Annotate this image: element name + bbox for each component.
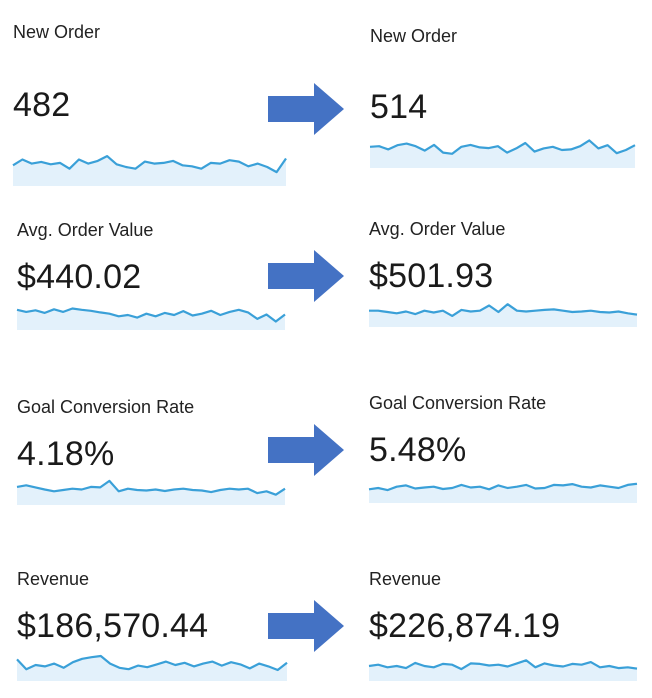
sparkline-chart: [369, 139, 636, 168]
card-avg-order-value-before: Avg. Order Value $440.02: [16, 220, 292, 340]
metric-value: $440.02: [17, 258, 142, 296]
metric-value: $226,874.19: [369, 607, 561, 645]
card-avg-order-value-after: Avg. Order Value $501.93: [369, 219, 638, 339]
sparkline-area: [369, 660, 637, 681]
sparkline-line: [369, 303, 638, 317]
sparkline-chart: [368, 659, 638, 681]
card-goal-conversion-rate-after: Goal Conversion Rate 5.48%: [368, 393, 638, 513]
sparkline-area: [17, 480, 285, 505]
metric-value: 482: [13, 86, 71, 124]
sparkline-line: [16, 307, 286, 323]
metric-value: $501.93: [369, 257, 494, 295]
sparkline-chart: [368, 482, 638, 503]
card-revenue-after: Revenue $226,874.19: [368, 569, 638, 689]
sparkline-line: [369, 139, 636, 155]
sparkline-area: [13, 156, 286, 186]
sparkline-line: [16, 654, 288, 672]
sparkline-chart: [12, 155, 287, 186]
sparkline-line: [368, 482, 638, 492]
arrow-right-icon: [268, 600, 344, 652]
sparkline-area: [17, 308, 285, 330]
metric-label: Avg. Order Value: [369, 219, 506, 239]
sparkline-chart: [16, 654, 288, 681]
sparkline-line: [368, 659, 638, 671]
metric-label: Goal Conversion Rate: [17, 397, 195, 417]
metric-value: 514: [370, 88, 428, 126]
metric-value: $186,570.44: [17, 607, 209, 645]
metric-label: Goal Conversion Rate: [369, 393, 547, 413]
arrow-right-icon: [268, 83, 344, 135]
sparkline-line: [16, 479, 286, 496]
sparkline-area: [17, 656, 287, 681]
sparkline-chart: [369, 303, 638, 327]
metric-value: 5.48%: [369, 431, 467, 469]
metric-label: Revenue: [17, 569, 90, 589]
metric-label: Revenue: [369, 569, 442, 589]
card-new-order-after: New Order 514: [369, 26, 638, 171]
metric-label: Avg. Order Value: [17, 220, 154, 240]
sparkline-area: [369, 483, 637, 503]
card-goal-conversion-rate-before: Goal Conversion Rate 4.18%: [16, 397, 292, 517]
arrow-right-icon: [268, 424, 344, 476]
metric-value: 4.18%: [17, 435, 115, 473]
sparkline-line: [12, 155, 287, 174]
card-revenue-before: Revenue $186,570.44: [16, 569, 292, 689]
metric-label: New Order: [370, 26, 458, 46]
metric-label: New Order: [13, 22, 101, 42]
arrow-right-icon: [268, 250, 344, 302]
sparkline-chart: [16, 307, 286, 330]
sparkline-area: [369, 304, 637, 327]
card-new-order-before: New Order 482: [12, 22, 288, 186]
sparkline-chart: [16, 479, 286, 505]
